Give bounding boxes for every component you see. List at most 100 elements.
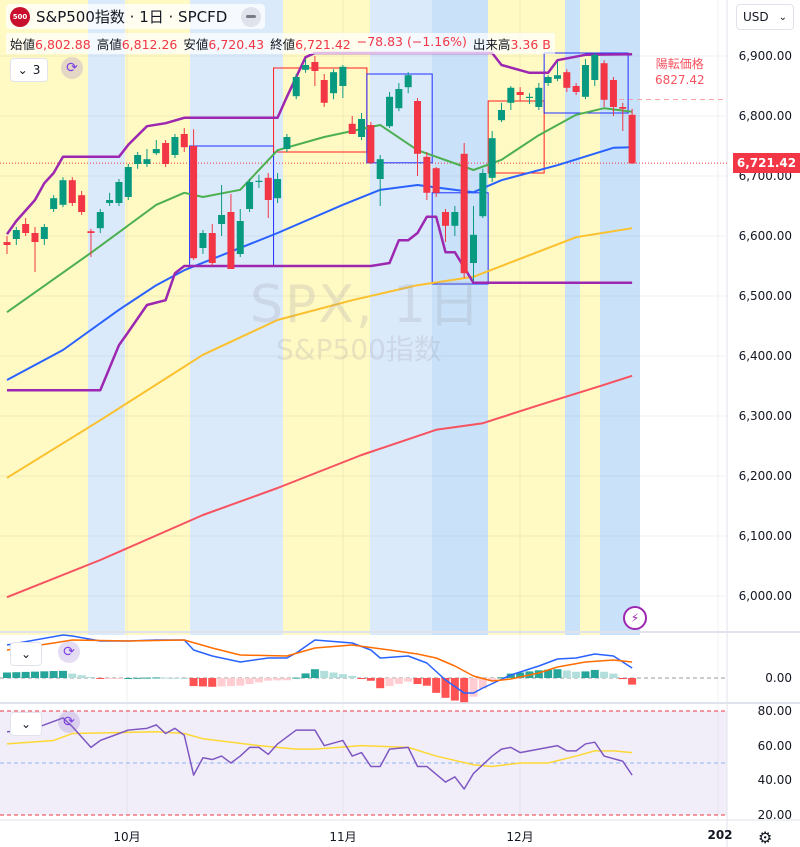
candle-body (199, 233, 207, 248)
macd-histogram-bar (534, 670, 543, 678)
month-label: 10月 (113, 830, 141, 844)
macd-histogram-bar (376, 678, 385, 689)
candle-body (404, 75, 412, 88)
macd-histogram-bar (628, 678, 637, 685)
candle-body (106, 200, 114, 203)
rsi-sync-icon[interactable]: ⟳ (58, 711, 80, 733)
macd-histogram-bar (161, 677, 170, 679)
candle-body (31, 233, 39, 242)
candle-body (488, 138, 496, 178)
candle-body (609, 80, 617, 107)
trend-band (488, 632, 565, 635)
close-value: 6,721.42 (295, 37, 351, 52)
macd-histogram-bar (236, 678, 245, 686)
price-tick-label: 6,900.00 (738, 49, 792, 63)
candle-body (544, 77, 552, 83)
macd-histogram-bar (217, 678, 226, 687)
candle-body (274, 179, 282, 199)
macd-histogram-bar (282, 678, 291, 681)
candle-body (339, 66, 347, 86)
candle-body (152, 149, 160, 154)
macd-collapse-button[interactable]: ⌄ (10, 642, 42, 666)
price-tick-label: 6,500.00 (738, 289, 792, 303)
candle-body (190, 146, 198, 259)
candle-body (432, 168, 440, 193)
macd-histogram-bar (226, 678, 235, 687)
candle-body (386, 96, 394, 127)
macd-sync-icon[interactable]: ⟳ (58, 641, 80, 663)
currency-select[interactable]: USD ⌄ (736, 4, 794, 30)
macd-histogram-bar (348, 675, 357, 678)
macd-histogram-bar (516, 672, 525, 678)
macd-histogram-bar (338, 674, 347, 678)
macd-histogram-bar (124, 678, 133, 679)
chevron-down-icon: ⌄ (20, 717, 32, 731)
collapse-button[interactable] (241, 6, 262, 27)
macd-histogram-bar (469, 678, 478, 697)
trend-band (88, 632, 125, 635)
trend-band (565, 632, 580, 635)
ohlc-legend: 始値6,802.88 高値6,812.26 安値6,720.43 終値6,721… (6, 33, 555, 54)
candle-body (162, 143, 170, 164)
candle-body (236, 221, 244, 254)
settings-gear-icon[interactable]: ⚙ (758, 828, 773, 847)
month-label: 11月 (329, 830, 357, 844)
macd-axis-label: 0.00 (765, 671, 792, 685)
candle-body (264, 177, 272, 200)
candle-body (320, 80, 328, 103)
price-tick-label: 6,200.00 (738, 469, 792, 483)
indicator-count: 3 (32, 63, 41, 77)
trend-band (283, 632, 370, 635)
high-label: 高値 (96, 37, 122, 52)
candle-body (572, 86, 580, 92)
trend-band (88, 0, 125, 632)
macd-histogram-bar (245, 678, 254, 685)
macd-line (6, 634, 633, 694)
candle-body (227, 212, 235, 269)
symbol-header: 500 S&P500指数 · 1日 · SPCFD (6, 4, 266, 29)
macd-signal-line (6, 639, 633, 682)
macd-histogram-bar (30, 671, 39, 678)
macd-histogram-bar (133, 677, 142, 679)
macd-histogram-bar (58, 670, 67, 678)
trend-band (565, 0, 580, 632)
symbol-title[interactable]: S&P500指数 · 1日 · SPCFD (36, 8, 228, 26)
candle-body (414, 101, 422, 154)
macd-histogram-bar (12, 672, 21, 678)
candle-body (600, 63, 608, 100)
macd-histogram-bar (180, 678, 189, 679)
candle-body (255, 180, 263, 182)
macd-histogram-bar (189, 678, 198, 687)
trend-band (580, 632, 600, 635)
month-label: 12月 (506, 830, 534, 844)
trend-band (0, 632, 88, 635)
moving-average-ma100 (6, 227, 633, 479)
trend-band (190, 0, 283, 632)
candle-body (12, 230, 20, 239)
macd-histogram-bar (301, 673, 310, 678)
macd-histogram-bar (562, 670, 571, 678)
watermark-symbol: SPX, 1日 (250, 275, 483, 335)
indicators-toggle-button[interactable]: ⌄ 3 (10, 58, 48, 82)
rsi-collapse-button[interactable]: ⌄ (10, 712, 42, 736)
price-tick-label: 6,100.00 (738, 529, 792, 543)
macd-histogram-bar (357, 678, 366, 679)
trend-band (580, 0, 600, 632)
trend-band (283, 0, 370, 632)
candle-body (507, 87, 515, 103)
macd-histogram-bar (49, 671, 58, 678)
candle-body (581, 65, 589, 97)
trend-band (125, 0, 190, 632)
trend-band (432, 0, 488, 632)
candle-body (451, 212, 459, 226)
price-tick-label: 6,800.00 (738, 109, 792, 123)
candle-body (460, 153, 468, 274)
candle-body (68, 180, 76, 203)
price-tick-label: 6,000.00 (738, 589, 792, 603)
macd-histogram-bar (264, 678, 273, 681)
sync-icon[interactable]: ⟳ (61, 57, 83, 79)
channel-upper-line (5, 51, 633, 235)
rsi-tick-label: 80.00 (757, 704, 792, 718)
lightning-icon[interactable]: ⚡ (623, 606, 647, 630)
